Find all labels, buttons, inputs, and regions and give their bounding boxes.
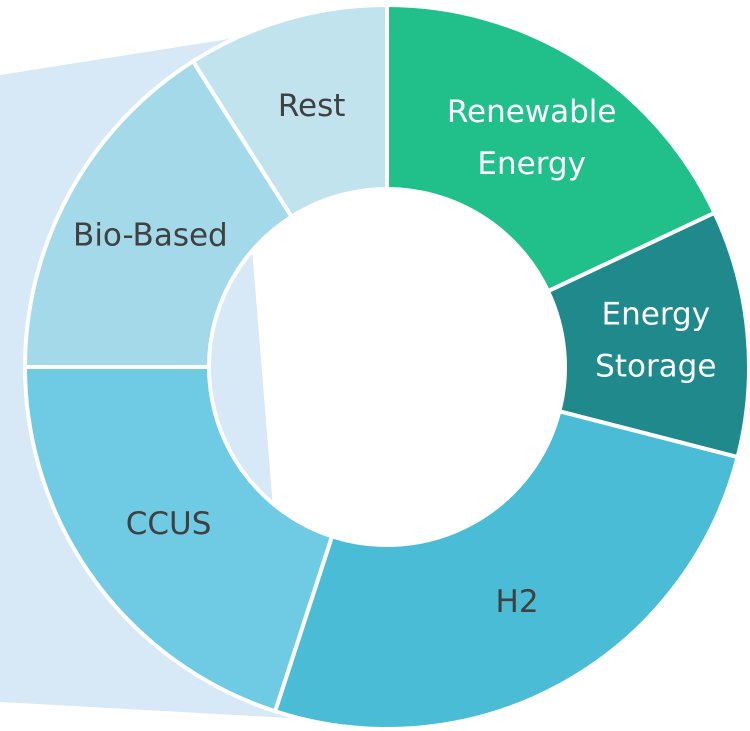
segment-label: H2 — [496, 584, 539, 620]
segment-label: Energy Storage — [595, 296, 716, 384]
segment-label: Rest — [278, 88, 346, 124]
label-line: Renewable — [447, 94, 617, 130]
label-line: Energy — [477, 146, 586, 182]
donut-segment — [190, 2, 389, 220]
donut-segment — [22, 58, 295, 369]
donut-segment — [22, 365, 335, 714]
segment-label: CCUS — [126, 506, 212, 542]
donut-segment — [385, 2, 718, 294]
segment-label: Renewable Energy — [447, 94, 617, 182]
segment-label: Bio-Based — [73, 217, 228, 253]
donut-segment — [272, 408, 741, 731]
label-line: Energy — [602, 296, 711, 332]
label-line: Storage — [595, 348, 716, 384]
